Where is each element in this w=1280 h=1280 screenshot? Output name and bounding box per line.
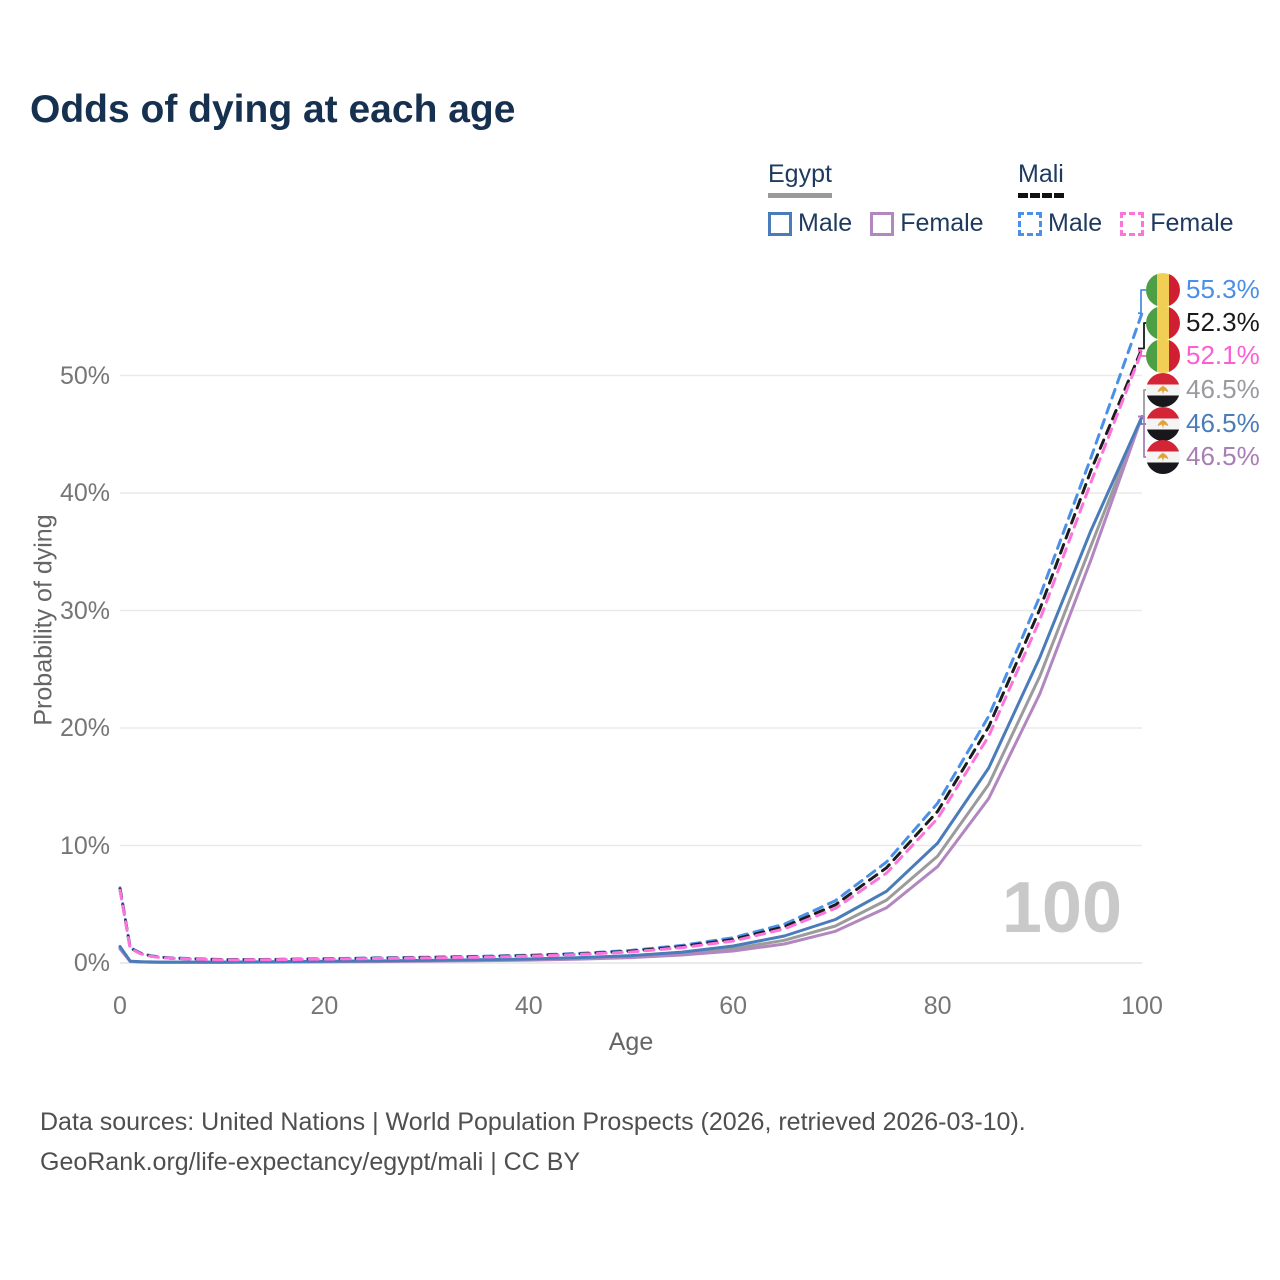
end-label-value-egypt-male: 46.5% [1186,408,1260,438]
end-label-value-mali-male: 55.3% [1186,274,1260,304]
mali-male-swatch-icon [1018,211,1042,236]
egypt-flag-icon [1146,373,1180,407]
legend-item-egypt-male[interactable]: Male [768,209,852,238]
legend-mali-title: Mali [1018,160,1064,198]
page-title: Odds of dying at each age [30,88,516,131]
egypt-flag-icon [1146,407,1180,441]
x-tick-label-0: 0 [113,992,127,1020]
legend-group-mali: Mali Male Female [1018,160,1234,238]
y-tick-label-30: 30% [59,596,110,625]
legend-egypt-title: Egypt [768,160,832,198]
mali-flag-icon [1146,273,1180,307]
leader-line-mali-male [1138,289,1146,315]
attribution-note: GeoRank.org/life-expectancy/egypt/mali |… [40,1148,581,1176]
series-line-mali-male[interactable] [118,311,1144,962]
legend-item-egypt-female[interactable]: Female [870,209,984,238]
x-axis-title: Age [608,1028,654,1056]
mali-flag-icon [1146,339,1180,373]
y-tick-label-0: 0% [73,949,110,977]
y-tick-label-40: 40% [59,479,110,507]
egypt-female-swatch-icon [870,211,895,236]
y-tick-label-10: 10% [59,831,110,860]
x-tick-label-80: 80 [923,992,952,1020]
x-tick-label-60: 60 [719,992,748,1020]
egypt-male-swatch-icon [768,211,792,236]
end-label-value-mali-female: 52.1% [1186,340,1260,370]
y-tick-label-50: 50% [59,361,110,390]
legend-group-egypt: Egypt Male Female [768,160,984,238]
legend-egypt-female-label: Female [900,209,984,237]
mali-female-swatch-icon [1120,211,1145,236]
data-source-note: Data sources: United Nations | World Pop… [40,1108,1026,1136]
leader-line-mali-female [1138,349,1146,357]
legend-egypt-male-label: Male [798,209,853,237]
y-tick-label-20: 20% [59,714,110,742]
leader-line-mali-both [1138,322,1146,350]
legend-item-mali-female[interactable]: Female [1120,209,1234,238]
x-tick-label-100: 100 [1121,992,1163,1020]
end-label-value-mali-both: 52.3% [1186,307,1260,337]
egypt-flag-icon [1146,440,1180,474]
series-line-mali-female[interactable] [118,349,1144,962]
mali-flag-icon [1146,306,1180,340]
age-ticker-watermark: 100 [1001,868,1122,948]
end-label-value-egypt-both: 46.5% [1186,374,1260,404]
x-tick-label-40: 40 [514,992,543,1020]
leader-line-egypt-female [1138,415,1146,458]
leader-line-egypt-both [1138,389,1146,418]
legend-item-mali-male[interactable]: Male [1018,209,1102,238]
series-line-egypt-male[interactable] [118,415,1144,964]
series-line-mali-both[interactable] [118,347,1144,962]
legend-mali-female-label: Female [1150,209,1234,237]
legend-mali-male-label: Male [1048,209,1103,237]
x-tick-label-20: 20 [310,992,339,1020]
end-label-value-egypt-female: 46.5% [1186,441,1260,471]
